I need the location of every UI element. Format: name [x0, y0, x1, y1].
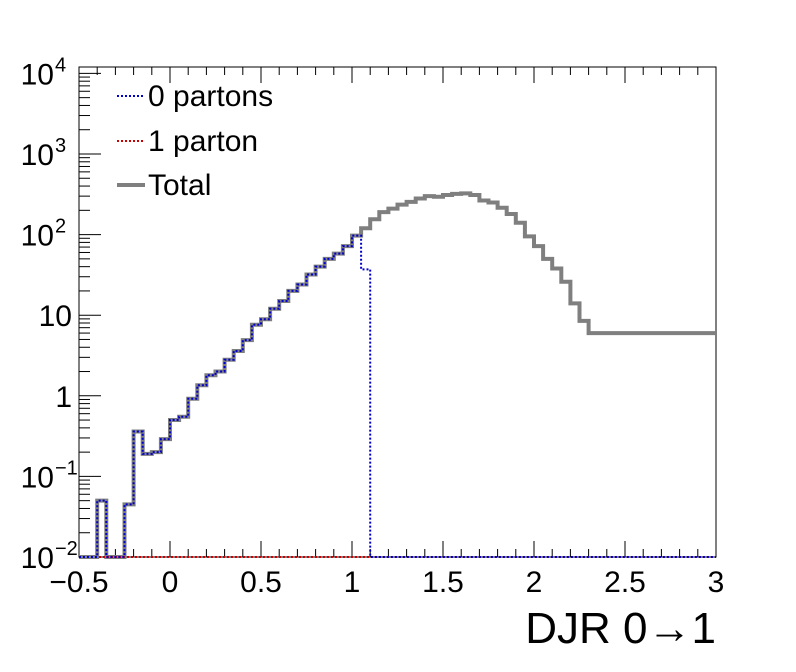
y-tick-exponent: 4 — [55, 54, 66, 76]
legend-label-1-parton: 1 parton — [148, 125, 258, 158]
y-tick-label: 1 — [55, 381, 72, 414]
x-tick-label: 0.5 — [240, 566, 282, 599]
series-layer — [79, 191, 716, 559]
x-tick-label: 1.5 — [422, 566, 464, 599]
y-tick-label: 10 — [21, 139, 54, 172]
x-tick-label: 1 — [344, 566, 361, 599]
y-tick-exponent: −1 — [55, 457, 78, 479]
x-tick-label: 2.5 — [604, 566, 646, 599]
legend-label-total: Total — [148, 169, 211, 202]
y-tick-label: 10 — [21, 220, 54, 253]
y-tick-label: 10 — [21, 542, 54, 575]
plot-frame — [78, 66, 717, 558]
series-0-partons-line — [79, 234, 716, 558]
x-tick-label: 0 — [162, 566, 179, 599]
y-tick-exponent: 2 — [55, 216, 66, 238]
legend: 0 partons 1 parton Total — [117, 80, 273, 202]
y-tick-exponent: −2 — [55, 538, 78, 560]
x-tick-label: 2 — [526, 566, 543, 599]
y-tick-label: 10 — [21, 461, 54, 494]
axis-ticks — [78, 67, 717, 558]
y-tick-label: 10 — [39, 300, 72, 333]
x-axis-title: DJR 0→1 — [525, 604, 716, 653]
y-tick-exponent: 3 — [55, 135, 66, 157]
x-tick-label: −0.5 — [49, 566, 108, 599]
y-tick-label: 10 — [21, 58, 54, 91]
series-total-line — [79, 191, 716, 559]
legend-label-0-partons: 0 partons — [148, 80, 273, 113]
x-tick-label: 3 — [708, 566, 725, 599]
